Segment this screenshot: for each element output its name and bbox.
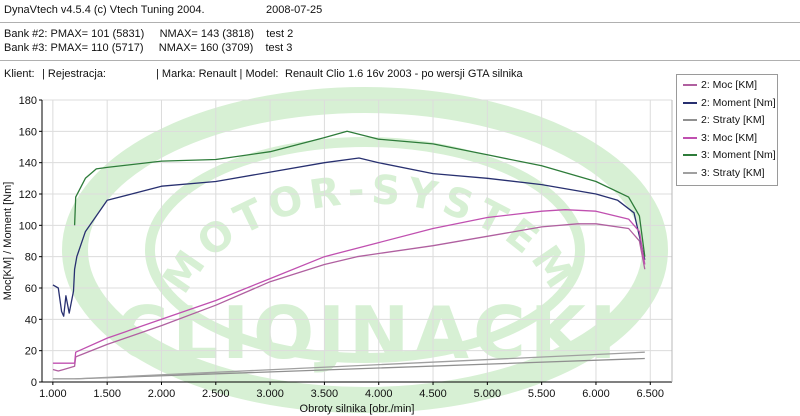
client-label: Klient: <box>4 68 35 80</box>
y-tick-label-7: 140 <box>19 158 37 170</box>
x-tick-label-9: 5.500 <box>528 388 556 400</box>
watermark-arc-text: MOTOR-SYSTEM <box>154 167 586 302</box>
legend-swatch-3 <box>683 119 697 122</box>
y-tick-label-3: 60 <box>25 283 37 295</box>
legend-label-6: 3: Straty [KM] <box>701 166 765 179</box>
legend-item-6: 3: Straty [KM] <box>683 167 765 182</box>
series-line-1 <box>52 223 646 372</box>
y-tick-label-0: 0 <box>31 377 37 389</box>
plot-lines <box>52 130 646 380</box>
series-line-4 <box>52 209 646 364</box>
y-tick-label-5: 100 <box>19 220 37 232</box>
bank-2-summary: Bank #2: PMAX= 101 (5831) NMAX= 143 (381… <box>4 28 294 40</box>
header-divider-bottom <box>0 60 800 61</box>
x-tick-label-11: 6.500 <box>637 388 665 400</box>
x-tick-label-8: 5.000 <box>474 388 502 400</box>
legend-item-3: 2: Straty [KM] <box>683 114 765 129</box>
series-line-2 <box>52 157 646 317</box>
legend-swatch-4 <box>683 136 697 139</box>
chart-axes <box>41 100 673 383</box>
watermark-inner-ring <box>145 137 585 363</box>
legend-label-1: 2: Moc [KM] <box>701 79 758 91</box>
x-tick-label-0: 1.000 <box>39 388 67 400</box>
y-tick-label-8: 160 <box>19 126 37 138</box>
chart-ticks: 1.000 1.500 2.000 2.500 3.000 3.500 4.000 4.500… <box>2 95 664 415</box>
registration-label: | Rejestracja: <box>42 68 106 80</box>
y-tick-label-6: 120 <box>19 189 37 201</box>
y-tick-label-1: 20 <box>25 346 37 358</box>
legend-swatch-1 <box>683 84 697 87</box>
chart-grid <box>42 99 672 383</box>
legend-label-3: 2: Straty [KM] <box>701 114 765 126</box>
x-tick-label-6: 4.000 <box>365 388 393 400</box>
make-label: | Marka: Renault | Model: <box>156 68 279 80</box>
legend-label-4: 3: Moc [KM] <box>701 131 758 144</box>
legend: 2: Moc [KM] 2: Moment [Nm] 2: Straty [KM] 3… <box>676 74 778 186</box>
header-divider-top <box>0 22 800 23</box>
watermark-big-text: CLIOJNACKI <box>116 291 621 375</box>
legend-label-5: 3: Moment [Nm] <box>701 149 776 161</box>
x-tick-label-3: 2.500 <box>202 388 230 400</box>
y-axis-label: Moc[KM] / Moment [Nm] <box>2 182 14 301</box>
legend-item-1: 2: Moc [KM] <box>683 79 757 94</box>
legend-item-2: 2: Moment [Nm] <box>683 97 776 112</box>
x-tick-label-1: 1.500 <box>93 388 121 400</box>
app-title: DynaVtech v4.5.4 (c) Vtech Tuning 2004. <box>4 4 205 16</box>
legend-item-4: 3: Moc [KM] <box>683 132 757 147</box>
series-line-6 <box>52 351 645 380</box>
x-tick-label-2: 2.000 <box>148 388 176 400</box>
x-tick-label-10: 6.000 <box>582 388 610 400</box>
model-value: Renault Clio 1.6 16v 2003 - po wersji GT… <box>285 68 523 80</box>
bank-3-summary: Bank #3: PMAX= 110 (5717) NMAX= 160 (370… <box>4 42 293 54</box>
y-tick-label-9: 180 <box>19 95 37 107</box>
y-tick-label-2: 40 <box>25 314 37 326</box>
x-tick-label-5: 3.500 <box>311 388 339 400</box>
legend-swatch-2 <box>683 101 697 104</box>
y-tick-label-4: 80 <box>25 252 37 264</box>
legend-item-5: 3: Moment [Nm] <box>683 149 776 164</box>
legend-swatch-5 <box>683 154 697 157</box>
legend-label-2: 2: Moment [Nm] <box>701 96 776 109</box>
series-line-5 <box>73 130 646 257</box>
legend-swatch-6 <box>683 171 697 174</box>
x-axis-label: Obroty silnika [obr./min] <box>300 403 415 415</box>
x-tick-label-4: 3.000 <box>256 388 284 400</box>
test-date: 2008-07-25 <box>266 4 323 16</box>
x-tick-label-7: 4.500 <box>419 388 447 400</box>
